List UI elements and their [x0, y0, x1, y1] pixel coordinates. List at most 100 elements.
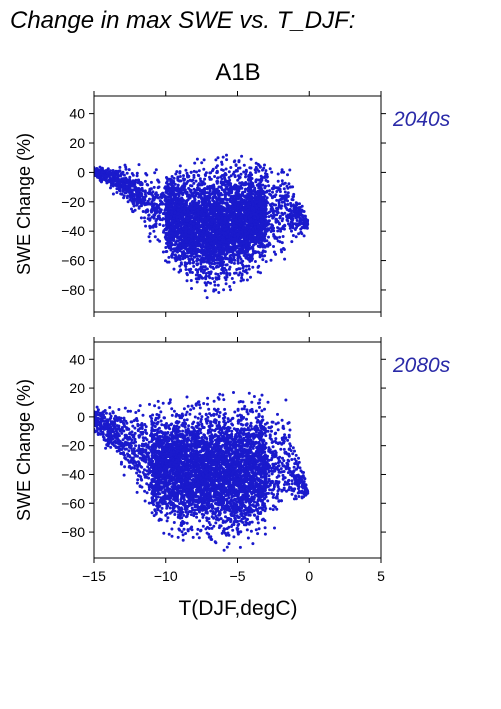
data-point	[252, 235, 256, 239]
data-point	[246, 249, 249, 253]
data-point	[226, 187, 230, 191]
data-point	[298, 202, 301, 206]
data-point	[221, 168, 225, 172]
data-point	[270, 170, 274, 174]
data-point	[218, 244, 222, 248]
data-point	[237, 273, 241, 277]
data-point	[171, 253, 175, 257]
data-point	[146, 209, 150, 213]
data-point	[277, 221, 281, 225]
data-point	[264, 222, 268, 226]
data-point	[235, 208, 239, 212]
data-point	[204, 174, 207, 177]
data-point	[232, 218, 235, 222]
data-point	[225, 202, 229, 206]
data-point	[268, 210, 272, 214]
data-point	[158, 202, 162, 206]
data-point	[195, 205, 199, 209]
data-point	[158, 211, 162, 215]
data-point	[286, 199, 289, 203]
data-point	[281, 235, 285, 238]
data-point	[221, 235, 225, 239]
data-point	[217, 185, 221, 189]
data-point	[181, 227, 185, 231]
data-point	[251, 246, 255, 250]
data-point	[207, 255, 211, 259]
data-point	[188, 245, 192, 249]
data-point	[164, 246, 168, 249]
data-point	[190, 233, 194, 237]
data-point	[233, 202, 237, 206]
data-point	[122, 196, 126, 200]
data-point	[222, 221, 226, 225]
data-point	[174, 259, 178, 263]
data-point	[204, 282, 208, 286]
data-point	[161, 192, 164, 195]
data-point	[133, 187, 137, 191]
data-point	[227, 241, 231, 245]
data-point	[197, 199, 201, 203]
data-point	[240, 202, 244, 206]
data-point	[216, 156, 220, 160]
data-point	[215, 258, 219, 262]
data-point	[127, 168, 131, 172]
data-point	[254, 230, 258, 233]
data-point	[275, 213, 279, 217]
data-point	[203, 177, 207, 181]
data-point	[212, 236, 216, 240]
data-point	[194, 179, 198, 183]
data-point	[244, 240, 248, 244]
data-point	[162, 211, 166, 215]
data-point	[98, 168, 102, 172]
data-point	[225, 153, 228, 157]
data-point	[256, 270, 260, 274]
data-point	[144, 224, 148, 228]
data-point	[302, 234, 306, 238]
data-point	[189, 224, 193, 228]
data-point	[251, 189, 255, 193]
data-point	[114, 170, 118, 174]
data-point	[234, 219, 238, 223]
data-point	[199, 262, 203, 266]
data-point	[224, 173, 228, 177]
scenario-title: A1B	[215, 59, 260, 86]
data-point	[217, 210, 221, 214]
data-point	[184, 239, 188, 243]
data-point	[163, 209, 167, 212]
data-point	[209, 192, 213, 196]
data-point	[247, 201, 251, 205]
data-point	[229, 166, 233, 169]
data-point	[127, 182, 131, 186]
data-point	[197, 169, 201, 173]
data-point	[267, 235, 270, 239]
data-point	[169, 178, 173, 182]
data-point	[219, 223, 223, 227]
data-point	[276, 179, 280, 183]
data-point	[192, 218, 196, 222]
data-point	[297, 206, 301, 210]
data-point	[261, 245, 265, 249]
data-point	[245, 225, 249, 229]
data-point	[233, 183, 237, 187]
data-point	[253, 225, 257, 229]
data-point	[164, 231, 168, 235]
data-point	[154, 211, 158, 215]
data-point	[211, 257, 215, 261]
data-point	[287, 182, 291, 186]
data-point	[203, 265, 207, 269]
data-point	[167, 255, 171, 259]
data-point	[274, 252, 278, 256]
data-point	[161, 224, 165, 228]
data-point	[258, 234, 262, 238]
data-point	[241, 278, 245, 282]
data-point	[264, 169, 268, 173]
data-point	[137, 163, 141, 167]
data-point	[208, 276, 212, 280]
data-point	[209, 215, 213, 219]
data-point	[148, 189, 152, 192]
data-point	[176, 218, 180, 222]
data-point	[196, 217, 200, 221]
data-point	[178, 179, 182, 183]
data-point	[245, 195, 249, 199]
